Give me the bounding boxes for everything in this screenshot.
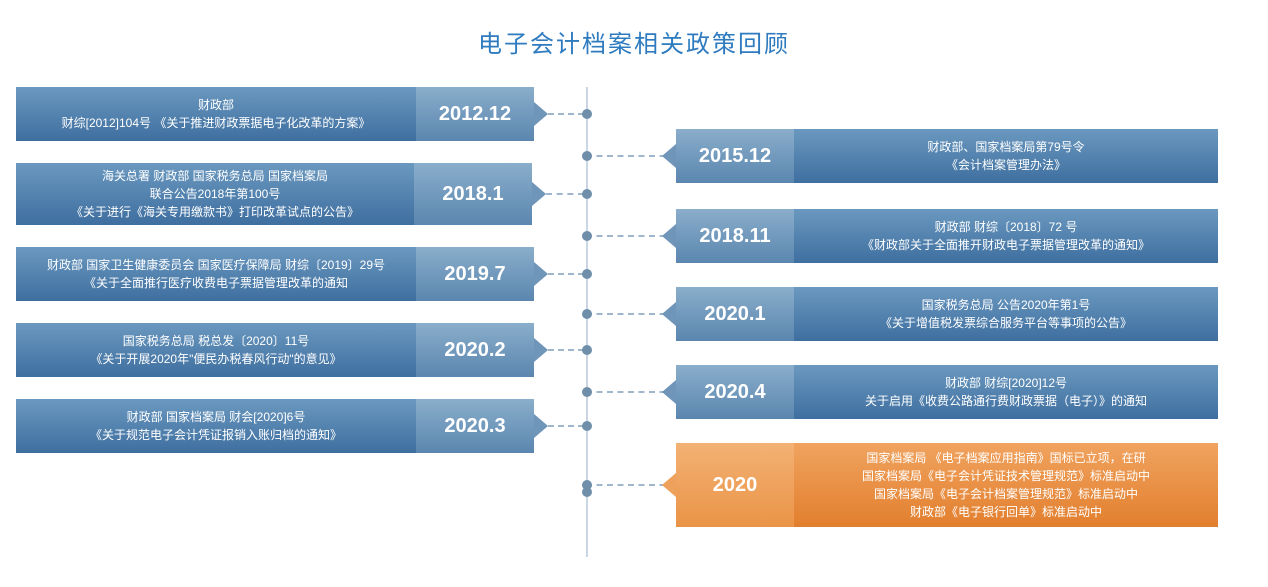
arrow-left-icon	[662, 144, 676, 168]
date-tab: 2012.12	[416, 87, 534, 141]
timeline-item-left: 海关总署 财政部 国家税务总局 国家档案局联合公告2018年第100号《关于进行…	[16, 163, 584, 225]
policy-body: 财政部 国家档案局 财会[2020]6号《关于规范电子会计凭证报销入账归档的通知…	[16, 399, 416, 453]
axis-dot	[582, 231, 592, 241]
page-title: 电子会计档案相关政策回顾	[0, 24, 1268, 59]
policy-line: 财综[2012]104号 《关于推进财政票据电子化改革的方案》	[26, 114, 406, 132]
connector	[548, 349, 584, 351]
arrow-left-icon	[662, 302, 676, 326]
axis-dot	[582, 309, 592, 319]
policy-line: 国家档案局《电子会计凭证技术管理规范》标准启动中	[804, 467, 1208, 485]
policy-line: 财政部	[26, 96, 406, 114]
axis-dot	[582, 387, 592, 397]
arrow-right-icon	[534, 102, 548, 126]
arrow-left-icon	[662, 473, 676, 497]
policy-line: 《关于增值税发票综合服务平台等事项的公告》	[804, 314, 1208, 332]
policy-line: 财政部 财综[2020]12号	[804, 374, 1208, 392]
arrow-left-icon	[662, 380, 676, 404]
policy-body: 国家税务总局 税总发〔2020〕11号《关于开展2020年"便民办税春风行动"的…	[16, 323, 416, 377]
timeline-item-right: 2018.11财政部 财综〔2018〕72 号《财政部关于全面推开财政电子票据管…	[586, 209, 1218, 263]
policy-body: 财政部财综[2012]104号 《关于推进财政票据电子化改革的方案》	[16, 87, 416, 141]
timeline-item-right: 2015.12财政部、国家档案局第79号令《会计档案管理办法》	[586, 129, 1218, 183]
axis-dot	[582, 151, 592, 161]
policy-line: 《会计档案管理办法》	[804, 156, 1208, 174]
date-tab: 2018.11	[676, 209, 794, 263]
policy-line: 《财政部关于全面推开财政电子票据管理改革的通知》	[804, 236, 1208, 254]
policy-line: 国家税务总局 公告2020年第1号	[804, 296, 1208, 314]
policy-line: 联合公告2018年第100号	[26, 185, 404, 203]
connector	[548, 273, 584, 275]
axis-dot	[582, 109, 592, 119]
connector	[546, 193, 584, 195]
connector	[548, 113, 584, 115]
policy-body: 财政部 财综〔2018〕72 号《财政部关于全面推开财政电子票据管理改革的通知》	[794, 209, 1218, 263]
policy-line: 国家税务总局 税总发〔2020〕11号	[26, 332, 406, 350]
timeline-item-left: 财政部财综[2012]104号 《关于推进财政票据电子化改革的方案》2012.1…	[16, 87, 584, 141]
policy-line: 国家档案局 《电子档案应用指南》国标已立项，在研	[804, 449, 1208, 467]
policy-line: 财政部《电子银行回单》标准启动中	[804, 503, 1208, 521]
timeline-item-left: 财政部 国家卫生健康委员会 国家医疗保障局 财综〔2019〕29号《关于全面推行…	[16, 247, 584, 301]
arrow-left-icon	[662, 224, 676, 248]
axis-dot	[582, 189, 592, 199]
timeline-item-right: 2020.1国家税务总局 公告2020年第1号《关于增值税发票综合服务平台等事项…	[586, 287, 1218, 341]
date-tab: 2020	[676, 443, 794, 527]
policy-line: 关于启用《收费公路通行费财政票据（电子）》的通知	[804, 392, 1208, 410]
timeline-item-right: 2020.4财政部 财综[2020]12号关于启用《收费公路通行费财政票据（电子…	[586, 365, 1218, 419]
policy-line: 财政部 财综〔2018〕72 号	[804, 218, 1208, 236]
date-tab: 2018.1	[414, 163, 532, 225]
policy-line: 海关总署 财政部 国家税务总局 国家档案局	[26, 167, 404, 185]
axis-dot	[582, 487, 592, 497]
date-tab: 2020.1	[676, 287, 794, 341]
axis-dot	[582, 345, 592, 355]
date-tab: 2020.4	[676, 365, 794, 419]
policy-line: 国家档案局《电子会计档案管理规范》标准启动中	[804, 485, 1208, 503]
arrow-right-icon	[534, 262, 548, 286]
policy-line: 《关于全面推行医疗收费电子票据管理改革的通知	[26, 274, 406, 292]
policy-line: 财政部、国家档案局第79号令	[804, 138, 1208, 156]
arrow-right-icon	[534, 414, 548, 438]
axis-dot	[582, 421, 592, 431]
policy-body: 财政部 财综[2020]12号关于启用《收费公路通行费财政票据（电子）》的通知	[794, 365, 1218, 419]
policy-body: 国家税务总局 公告2020年第1号《关于增值税发票综合服务平台等事项的公告》	[794, 287, 1218, 341]
connector	[548, 425, 584, 427]
timeline-item-left: 财政部 国家档案局 财会[2020]6号《关于规范电子会计凭证报销入账归档的通知…	[16, 399, 584, 453]
policy-body: 国家档案局 《电子档案应用指南》国标已立项，在研国家档案局《电子会计凭证技术管理…	[794, 443, 1218, 527]
timeline-item-right: 2020国家档案局 《电子档案应用指南》国标已立项，在研国家档案局《电子会计凭证…	[586, 443, 1218, 527]
policy-body: 财政部 国家卫生健康委员会 国家医疗保障局 财综〔2019〕29号《关于全面推行…	[16, 247, 416, 301]
policy-line: 《关于进行《海关专用缴款书》打印改革试点的公告》	[26, 203, 404, 221]
policy-line: 《关于规范电子会计凭证报销入账归档的通知》	[26, 426, 406, 444]
policy-line: 财政部 国家卫生健康委员会 国家医疗保障局 财综〔2019〕29号	[26, 256, 406, 274]
arrow-right-icon	[532, 182, 546, 206]
policy-line: 《关于开展2020年"便民办税春风行动"的意见》	[26, 350, 406, 368]
date-tab: 2015.12	[676, 129, 794, 183]
policy-body: 海关总署 财政部 国家税务总局 国家档案局联合公告2018年第100号《关于进行…	[16, 163, 414, 225]
arrow-right-icon	[534, 338, 548, 362]
policy-body: 财政部、国家档案局第79号令《会计档案管理办法》	[794, 129, 1218, 183]
date-tab: 2020.3	[416, 399, 534, 453]
timeline-item-left: 国家税务总局 税总发〔2020〕11号《关于开展2020年"便民办税春风行动"的…	[16, 323, 584, 377]
axis-dot	[582, 269, 592, 279]
date-tab: 2020.2	[416, 323, 534, 377]
policy-line: 财政部 国家档案局 财会[2020]6号	[26, 408, 406, 426]
date-tab: 2019.7	[416, 247, 534, 301]
